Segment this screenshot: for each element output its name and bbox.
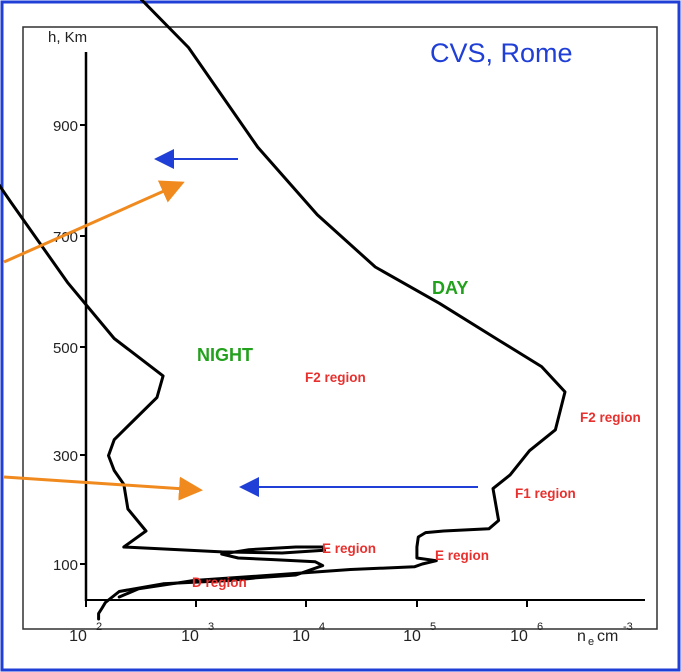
region-annotations: F2 region E region D region F2 region F1… bbox=[192, 370, 641, 590]
y-tick-label: 500 bbox=[53, 340, 78, 357]
annotation-night-f2: F2 region bbox=[305, 370, 366, 385]
curve-day bbox=[117, 0, 567, 599]
x-tick-label: 10 3 bbox=[181, 621, 214, 645]
plot-area-frame bbox=[22, 26, 658, 630]
svg-text:e: e bbox=[588, 636, 594, 648]
annotation-day-f2: F2 region bbox=[580, 410, 641, 425]
y-tick-label: 900 bbox=[53, 118, 78, 135]
x-ticks bbox=[85, 600, 528, 607]
svg-text:10: 10 bbox=[292, 628, 310, 645]
orange-arrow-upper bbox=[3, 180, 185, 264]
y-tick-labels: 900 700 500 300 100 bbox=[53, 118, 78, 574]
svg-text:10: 10 bbox=[69, 628, 87, 645]
svg-text:3: 3 bbox=[208, 621, 214, 633]
series-label-night: NIGHT bbox=[197, 345, 253, 365]
annotation-night-d: D region bbox=[192, 575, 247, 590]
x-tick-label: 10 4 bbox=[292, 621, 325, 645]
y-tick-label: 300 bbox=[53, 448, 78, 465]
y-tick-label: 100 bbox=[53, 557, 78, 574]
svg-text:cm: cm bbox=[597, 628, 618, 645]
orange-arrow-lower bbox=[3, 475, 203, 501]
svg-text:10: 10 bbox=[181, 628, 199, 645]
svg-text:6: 6 bbox=[537, 621, 543, 633]
annotation-day-e: E region bbox=[435, 548, 489, 563]
y-ticks bbox=[80, 124, 86, 565]
svg-text:2: 2 bbox=[96, 621, 102, 633]
svg-text:5: 5 bbox=[430, 621, 436, 633]
watermark: CVS, Rome bbox=[430, 38, 573, 68]
svg-text:4: 4 bbox=[319, 621, 325, 633]
x-tick-label: 10 5 bbox=[403, 621, 436, 645]
svg-text:10: 10 bbox=[403, 628, 421, 645]
x-tick-labels: 10 2 10 3 10 4 10 5 10 6 bbox=[69, 621, 543, 645]
curve-night bbox=[0, 183, 326, 621]
annotation-night-e: E region bbox=[322, 541, 376, 556]
x-tick-label: 10 6 bbox=[510, 621, 543, 645]
annotation-day-f1: F1 region bbox=[515, 486, 576, 501]
curves bbox=[0, 0, 567, 621]
y-axis-label: h, Km bbox=[48, 29, 87, 46]
svg-text:-3: -3 bbox=[623, 621, 633, 633]
svg-text:n: n bbox=[577, 628, 586, 645]
x-axis-label: n e cm -3 bbox=[577, 621, 633, 648]
svg-text:10: 10 bbox=[510, 628, 528, 645]
x-tick-label: 10 2 bbox=[69, 621, 102, 645]
series-label-day: DAY bbox=[432, 278, 468, 298]
